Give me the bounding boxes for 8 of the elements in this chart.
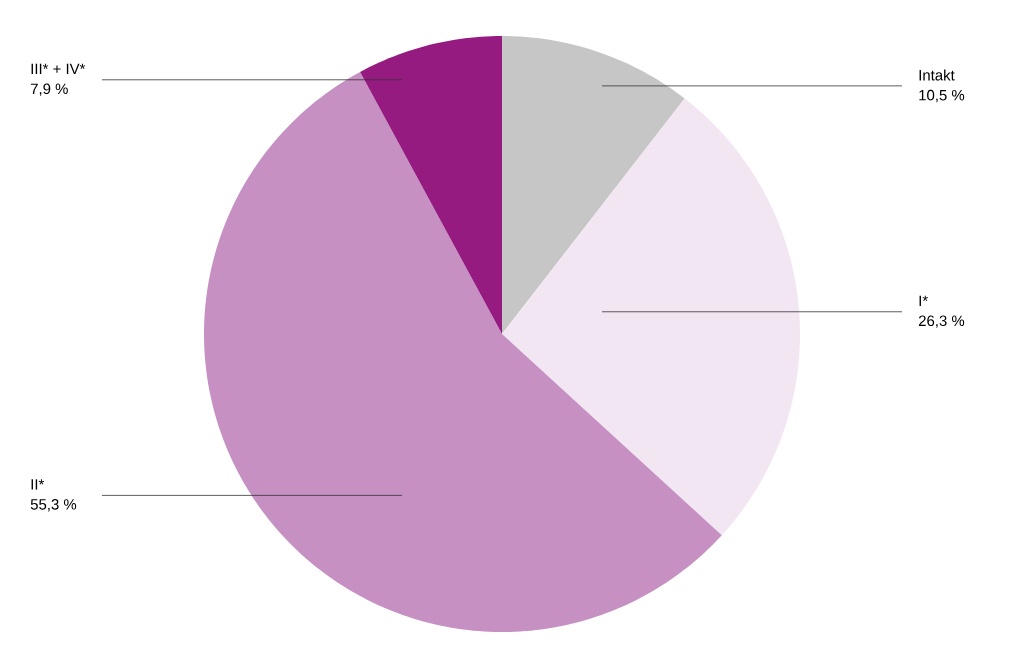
slice-label: I*	[919, 295, 928, 306]
data-label: 55,3 %	[30, 499, 77, 512]
data-label: 26,3 %	[918, 315, 965, 328]
slice-label: III* + IV*	[31, 63, 86, 75]
data-label: 7,9 %	[30, 83, 68, 96]
data-label: 10,5 %	[919, 89, 965, 103]
slice-label: II*	[31, 479, 45, 490]
slice-label: Intakt	[919, 69, 955, 81]
